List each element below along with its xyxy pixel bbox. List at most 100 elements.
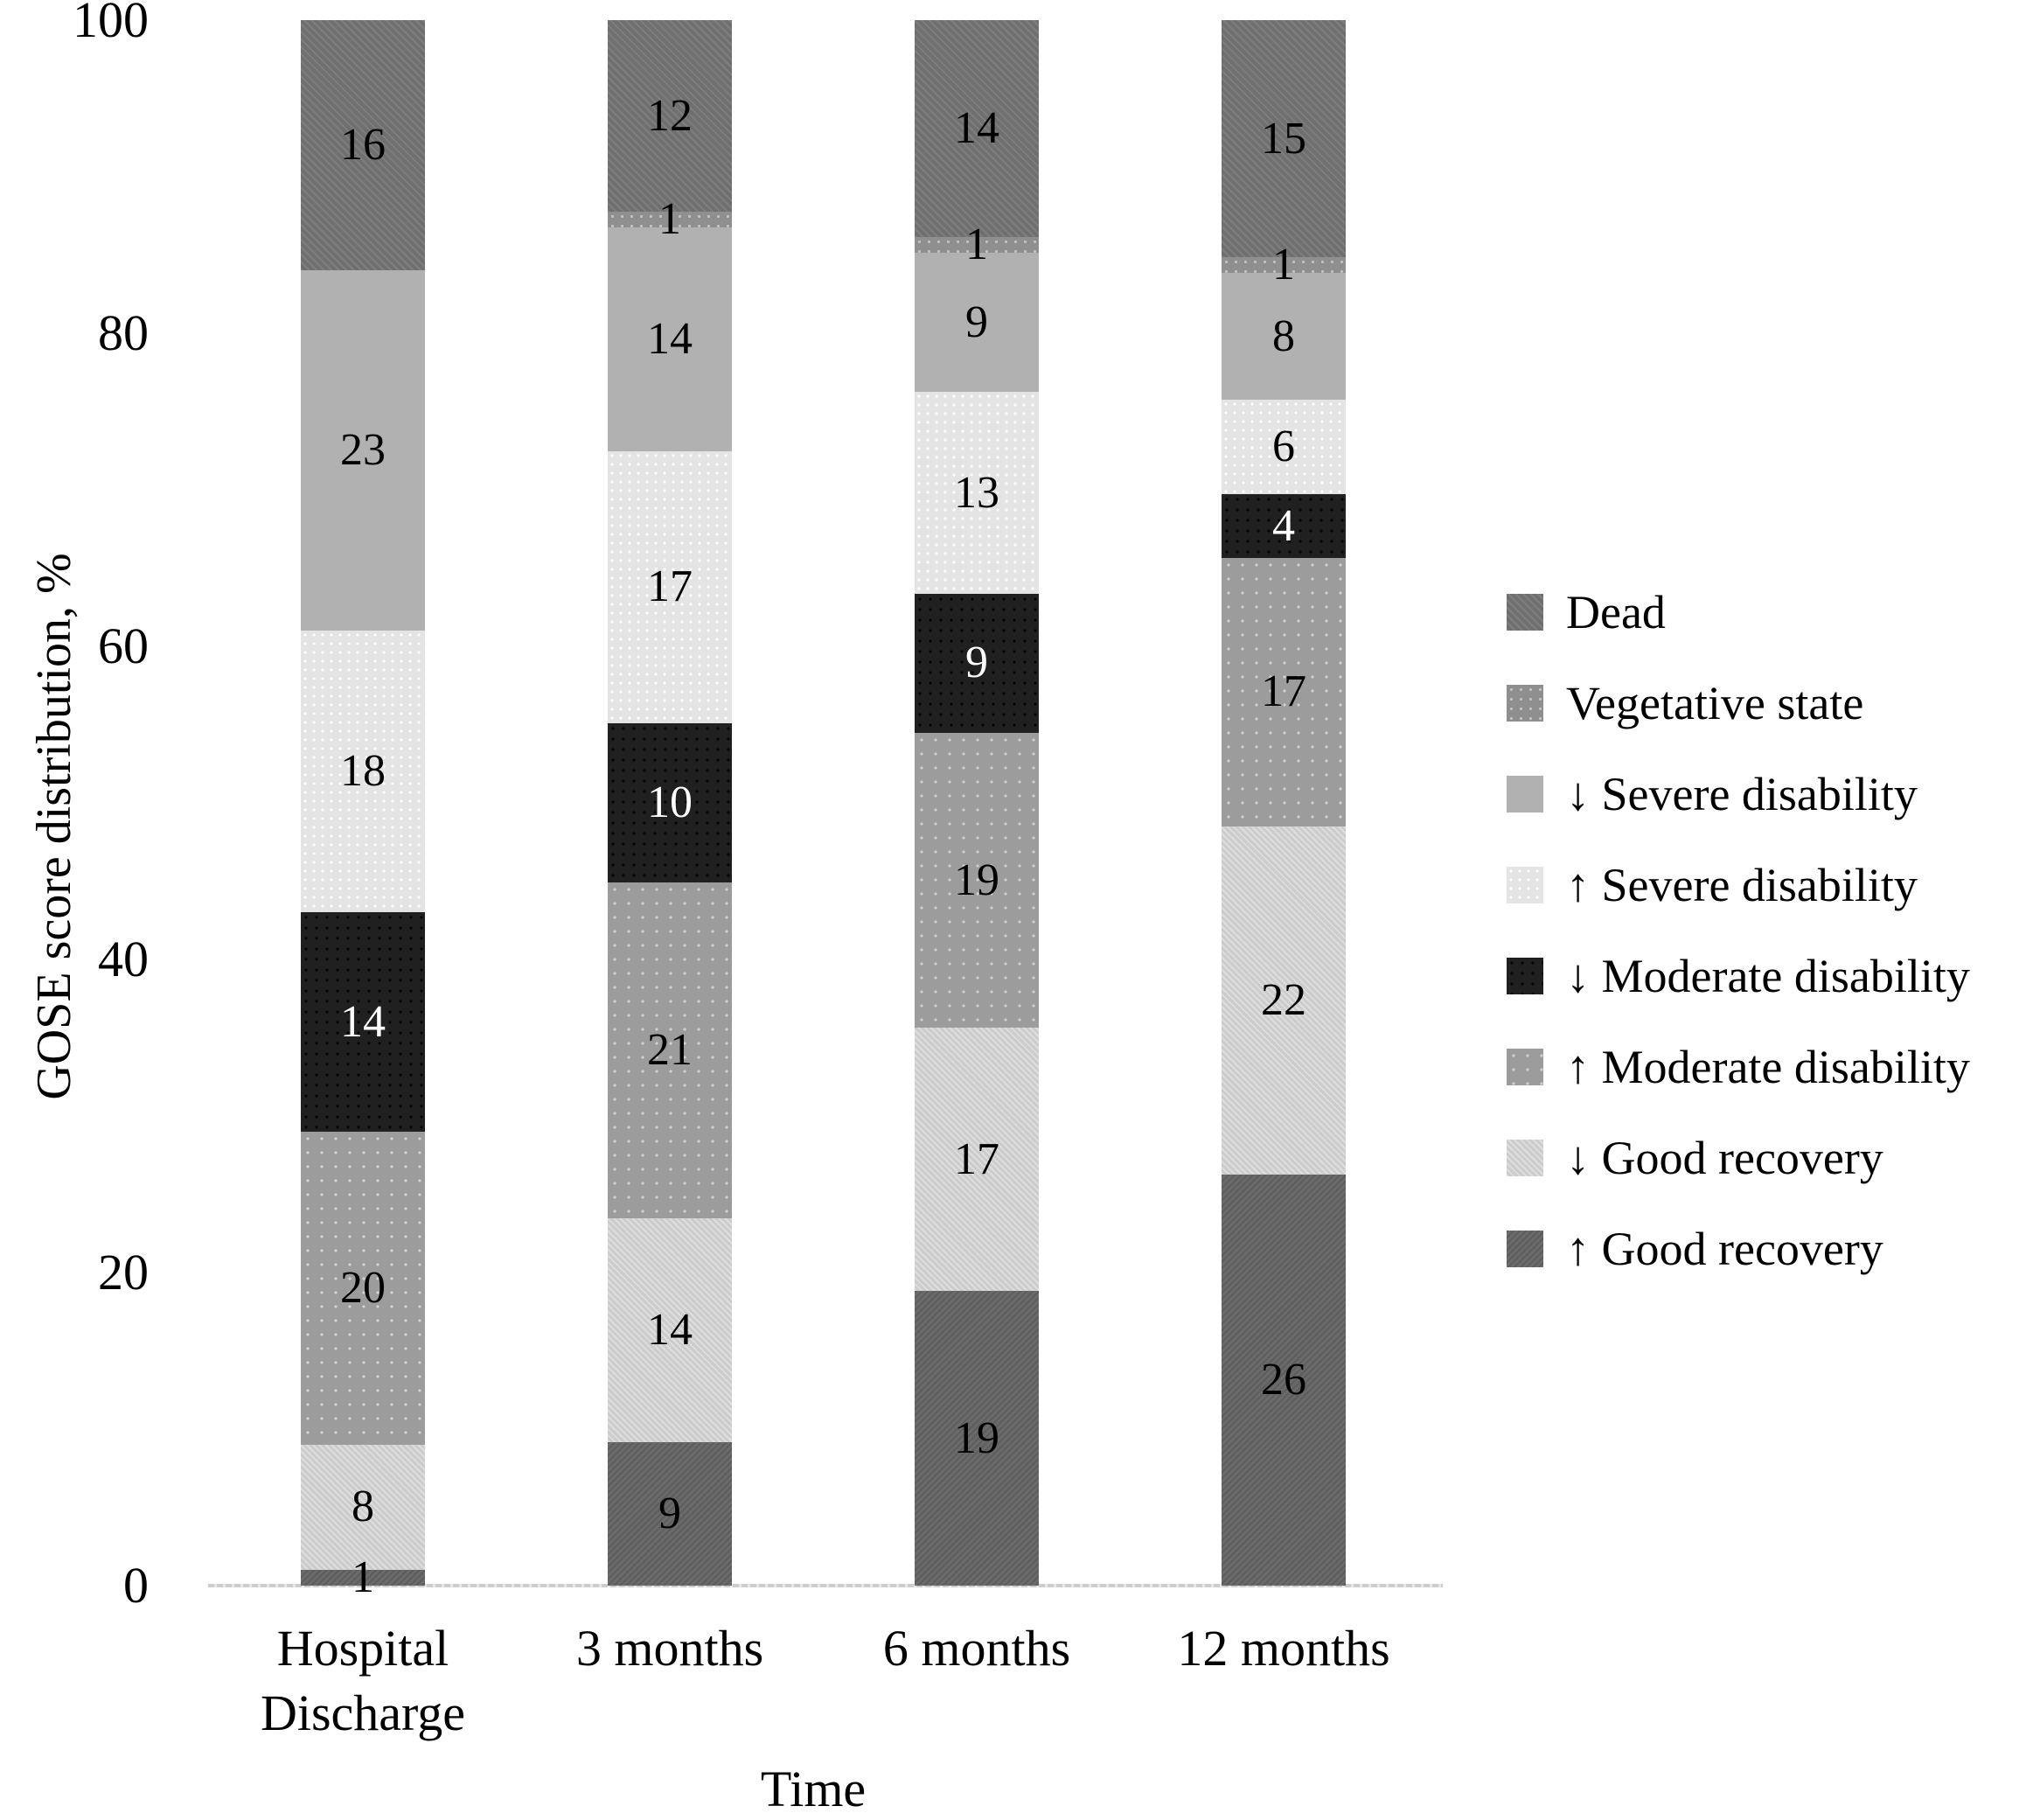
bar-segment-severe-up: 6	[1222, 399, 1346, 495]
segment-value-label: 19	[954, 1412, 999, 1463]
segment-value-label: 9	[965, 296, 988, 347]
x-category-label: 6 months	[882, 1620, 1071, 1677]
segment-value-label: 16	[340, 120, 386, 171]
legend-swatch-severe-down	[1507, 776, 1543, 812]
x-category-label: 3 months	[575, 1620, 764, 1677]
y-tick-label: 60	[98, 617, 149, 674]
x-axis-title: Time	[760, 1761, 867, 1817]
bar-segment-moderate-down: 9	[915, 593, 1039, 734]
bar-segment-dead: 16	[301, 20, 425, 271]
bar-segment-dead: 14	[915, 20, 1039, 238]
segment-value-label: 8	[1272, 310, 1295, 361]
bar-segment-good-down: 17	[915, 1027, 1039, 1292]
segment-value-label: 15	[1261, 113, 1306, 164]
legend-label: ↓ Good recovery	[1566, 1132, 1883, 1184]
legend-label: ↓ Severe disability	[1566, 768, 1918, 820]
legend-item-vegetative: Vegetative state	[1507, 678, 1863, 729]
bar-segment-good-up: 26	[1222, 1174, 1346, 1586]
y-tick-label: 40	[98, 931, 149, 987]
bar-segment-moderate-down: 4	[1222, 494, 1346, 558]
bar-segment-dead: 15	[1222, 20, 1346, 258]
segment-value-label: 17	[647, 561, 693, 612]
segment-value-label: 1	[352, 1552, 374, 1602]
legend-label: Dead	[1566, 586, 1666, 638]
legend-swatch-good-down	[1507, 1140, 1543, 1176]
segment-value-label: 1	[965, 219, 988, 269]
bar-segment-severe-up: 13	[915, 392, 1039, 594]
y-tick-label: 20	[98, 1244, 149, 1300]
bar-segment-good-up: 1	[301, 1554, 425, 1600]
bar-segment-moderate-up: 19	[915, 733, 1039, 1028]
stacked-bar: 14 1 9 13 9 19 17 19	[915, 20, 1039, 1586]
legend-label: ↑ Severe disability	[1566, 859, 1918, 911]
bar-segment-dead: 12	[608, 20, 732, 213]
bar-segment-vegetative: 1	[1222, 242, 1346, 288]
legend-item-good-down: ↓ Good recovery	[1507, 1133, 1883, 1183]
segment-value-label: 17	[1261, 666, 1306, 717]
legend-label: Vegetative state	[1566, 677, 1864, 729]
y-tick-label: 100	[73, 0, 149, 48]
segment-value-label: 1	[1272, 240, 1295, 290]
segment-value-label: 20	[340, 1262, 386, 1313]
bar-segment-good-up: 9	[608, 1441, 732, 1586]
segment-value-label: 17	[954, 1133, 999, 1184]
legend-swatch-severe-up	[1507, 867, 1543, 903]
bar-segment-severe-down: 9	[915, 252, 1039, 393]
segment-value-label: 26	[1261, 1354, 1306, 1405]
stacked-bar: 15 1 8 6 4 17 22 26	[1222, 20, 1346, 1586]
bar-segment-moderate-down: 10	[608, 722, 732, 883]
bar-segment-vegetative: 1	[608, 197, 732, 242]
y-tick-label: 0	[123, 1557, 149, 1614]
bar-segment-good-up: 19	[915, 1291, 1039, 1586]
segment-value-label: 9	[965, 638, 988, 688]
legend-item-severe-up: ↑ Severe disability	[1507, 860, 1918, 910]
bar-segment-moderate-up: 17	[1222, 557, 1346, 827]
legend-item-moderate-down: ↓ Moderate disability	[1507, 951, 1970, 1001]
legend-swatch-vegetative	[1507, 685, 1543, 722]
legend-item-dead: Dead	[1507, 587, 1666, 638]
segment-value-label: 10	[647, 777, 693, 827]
segment-value-label: 14	[340, 996, 386, 1047]
segment-value-label: 6	[1272, 422, 1295, 472]
segment-value-label: 9	[658, 1488, 681, 1538]
segment-value-label: 23	[340, 425, 386, 476]
legend-label: ↑ Good recovery	[1566, 1223, 1883, 1275]
bar-segment-good-down: 8	[301, 1444, 425, 1571]
x-axis-line	[208, 1584, 1443, 1587]
segment-value-label: 12	[647, 90, 693, 141]
segment-value-label: 22	[1261, 974, 1306, 1025]
stacked-bar: 12 1 14 17 10 21 14 9	[608, 20, 732, 1586]
segment-value-label: 4	[1272, 500, 1295, 551]
legend-swatch-dead	[1507, 594, 1543, 631]
segment-value-label: 18	[340, 746, 386, 797]
x-category-label: Hospital Discharge	[260, 1620, 466, 1742]
legend-swatch-moderate-down	[1507, 958, 1543, 994]
bar-segment-severe-up: 17	[608, 451, 732, 723]
legend-swatch-good-up	[1507, 1231, 1543, 1267]
bar-segment-good-down: 22	[1222, 826, 1346, 1175]
legend-item-good-up: ↑ Good recovery	[1507, 1224, 1883, 1274]
x-category-label: 12 months	[1177, 1620, 1390, 1677]
bar-segment-good-down: 14	[608, 1217, 732, 1442]
segment-value-label: 21	[647, 1025, 693, 1076]
stacked-bar: 16 23 18 14 20 8 1	[301, 20, 425, 1600]
bar-segment-severe-down: 23	[301, 270, 425, 631]
bar-segment-moderate-up: 20	[301, 1131, 425, 1445]
segment-value-label: 1	[658, 194, 681, 245]
legend-item-moderate-up: ↑ Moderate disability	[1507, 1042, 1970, 1092]
segment-value-label: 19	[954, 854, 999, 905]
legend-label: ↓ Moderate disability	[1566, 950, 1970, 1002]
bar-segment-moderate-down: 14	[301, 912, 425, 1132]
segment-value-label: 14	[647, 314, 693, 365]
legend-item-severe-down: ↓ Severe disability	[1507, 769, 1918, 819]
bar-segment-severe-up: 18	[301, 631, 425, 913]
segment-value-label: 8	[352, 1482, 374, 1532]
bar-segment-moderate-up: 21	[608, 882, 732, 1218]
segment-value-label: 13	[954, 467, 999, 518]
bar-segment-vegetative: 1	[915, 221, 1039, 267]
legend-label: ↑ Moderate disability	[1566, 1041, 1970, 1093]
bar-segment-severe-down: 8	[1222, 273, 1346, 400]
segment-value-label: 14	[954, 103, 999, 154]
bar-segment-severe-down: 14	[608, 227, 732, 452]
